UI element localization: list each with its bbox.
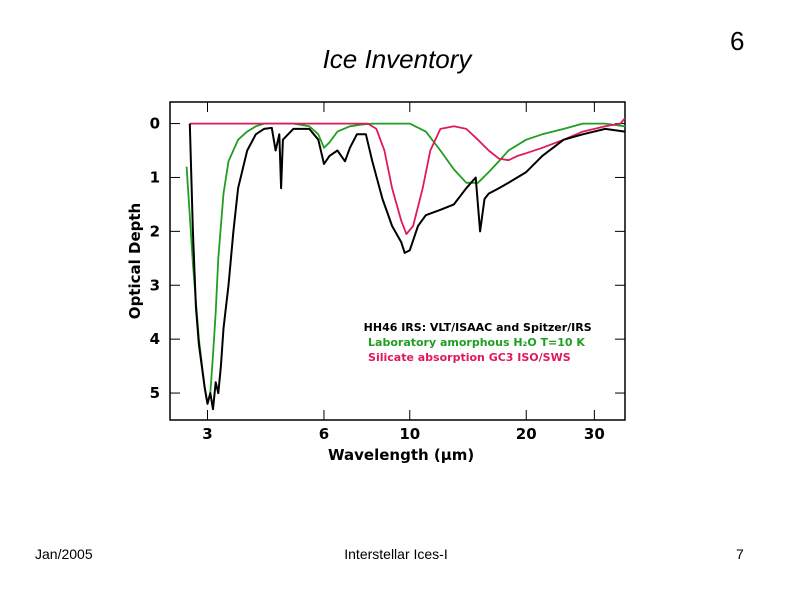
series-line-silicate xyxy=(189,117,625,236)
y-axis-label: Optical Depth xyxy=(126,203,144,319)
series-line-h2o xyxy=(185,122,625,405)
slide-title: Ice Inventory xyxy=(322,44,472,74)
x-tick-label: 30 xyxy=(584,425,605,443)
series-layer xyxy=(185,117,625,411)
footer-page-number: 7 xyxy=(736,546,744,562)
legend: HH46 IRS: VLT/ISAAC and Spitzer/IRS Labor… xyxy=(364,321,592,364)
y-tick-label: 1 xyxy=(150,168,160,186)
x-tick-label: 6 xyxy=(319,425,329,443)
footer-title: Interstellar Ices-I xyxy=(344,546,448,562)
y-tick-label: 4 xyxy=(150,330,160,348)
footer-date: Jan/2005 xyxy=(35,546,93,562)
y-axis-ticks: 0 1 2 3 4 5 xyxy=(150,115,625,402)
series-line-observed xyxy=(188,123,625,411)
x-tick-label: 10 xyxy=(399,425,420,443)
plot-frame xyxy=(169,101,626,421)
x-tick-label: 20 xyxy=(516,425,537,443)
x-tick-label: 3 xyxy=(202,425,212,443)
slide-number-top: 6 xyxy=(730,26,745,56)
legend-entry-silicate: Silicate absorption GC3 ISO/SWS xyxy=(368,351,571,364)
y-tick-label: 0 xyxy=(150,115,160,133)
legend-entry-h2o: Laboratory amorphous H₂O T=10 K xyxy=(368,336,585,349)
x-axis-label: Wavelength (μm) xyxy=(328,446,474,464)
y-tick-label: 5 xyxy=(150,384,160,402)
x-axis-ticks: 3 6 10 20 30 xyxy=(202,102,605,443)
legend-entry-observed: HH46 IRS: VLT/ISAAC and Spitzer/IRS xyxy=(364,321,592,334)
optical-depth-chart: 0 1 2 3 4 5 3 6 10 20 30 HH46 IRS: VLT/ISAAC and … xyxy=(126,101,626,464)
y-tick-label: 3 xyxy=(150,276,160,294)
y-tick-label: 2 xyxy=(150,222,160,240)
